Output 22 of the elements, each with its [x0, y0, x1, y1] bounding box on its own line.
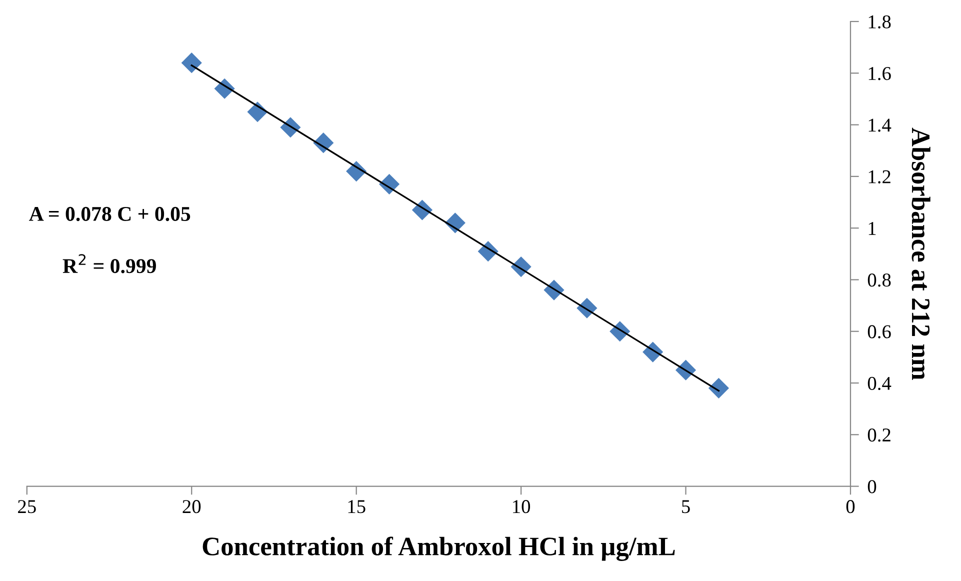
- y-tick-label: 0.2: [868, 428, 890, 442]
- y-tick-label: 0.8: [868, 274, 891, 287]
- x-tick-label: 25: [18, 500, 36, 514]
- annotation: A = 0.078 C + 0.05: [29, 206, 190, 222]
- y-axis-title: Absorbance at 212 nm: [912, 128, 930, 380]
- y-tick-label: 1.2: [868, 170, 890, 184]
- x-tick-label: 15: [348, 500, 366, 514]
- y-tick-label: 0.4: [868, 376, 892, 390]
- y-tick-label: 1: [868, 222, 876, 235]
- y-tick-label: 1.6: [868, 67, 891, 80]
- annotation: R$^{2}$ = 0.999: [62, 254, 156, 274]
- point: [708, 378, 730, 398]
- y-tick-label: 1.4: [868, 118, 892, 132]
- x-tick-label: 5: [682, 500, 690, 514]
- x-tick-label: 10: [513, 500, 530, 514]
- point: [181, 52, 202, 74]
- y-tick-label: 0: [868, 480, 876, 494]
- y-tick-label: 0.6: [868, 325, 891, 338]
- y-tick-label: 1.8: [868, 15, 891, 29]
- x-axis-title: Concentration of Ambroxol HCl in µg/mL: [202, 536, 675, 561]
- x-tick-label: 20: [182, 500, 201, 514]
- x-tick-label: 0: [846, 500, 855, 514]
